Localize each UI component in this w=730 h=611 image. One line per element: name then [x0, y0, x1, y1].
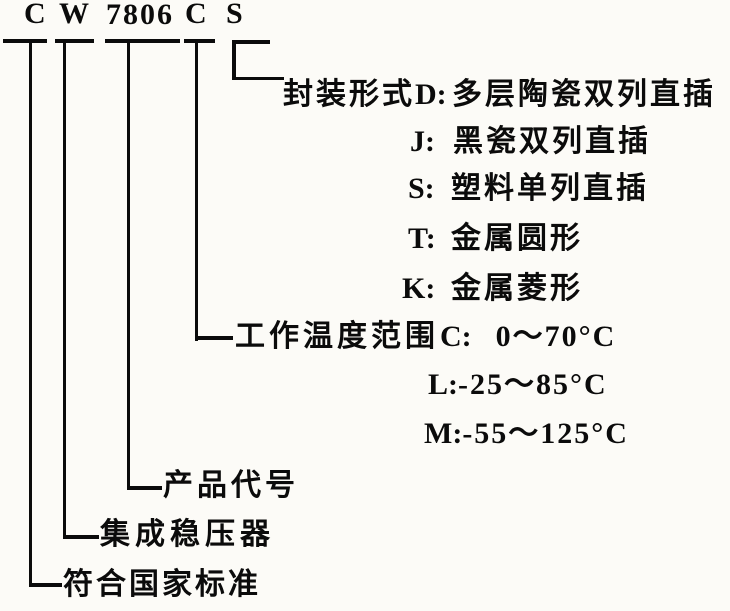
underline-package — [232, 40, 270, 44]
package-option-key: S: — [408, 172, 435, 205]
package-option-value: 多层陶瓷双列直插 — [452, 78, 716, 111]
underline-temp — [184, 39, 215, 43]
package-option-key: D: — [415, 78, 447, 111]
package-option-key: J: — [410, 125, 435, 158]
temperature-option-value: -55～125°C — [462, 417, 629, 450]
code-digits: 7806 — [106, 0, 174, 31]
callout-line-product — [127, 43, 130, 490]
connector-temperature — [195, 336, 233, 340]
underline-number — [105, 39, 180, 43]
package-option-row: 封装形式D: 多层陶瓷双列直插 — [283, 80, 716, 110]
code-letter-temp: C — [185, 0, 207, 30]
code-letter-package: S — [226, 0, 243, 30]
connector-standard — [29, 583, 62, 587]
package-option-key: K: — [402, 272, 436, 305]
package-option-row: T: 金属圆形 — [408, 224, 583, 254]
underline-standard — [3, 39, 47, 43]
temperature-option-key: L: — [428, 368, 458, 401]
temperature-option-key: C: — [440, 320, 472, 353]
regulator-label: 集成稳压器 — [100, 518, 275, 551]
package-option-key: T: — [408, 222, 436, 255]
temperature-option-row: 工作温度范围C: 0～70°C — [235, 322, 616, 352]
callout-line-standard — [29, 43, 32, 586]
underline-type — [55, 39, 94, 43]
temperature-option-row: M:-55～125°C — [424, 419, 629, 449]
package-option-row: J: 黑瓷双列直插 — [410, 127, 651, 157]
connector-product — [127, 486, 162, 490]
code-letter-type: W — [59, 0, 89, 30]
connector-package — [232, 77, 284, 80]
package-option-value: 黑瓷双列直插 — [453, 125, 651, 158]
temperature-option-value: 0～70°C — [495, 320, 617, 353]
connector-regulator — [63, 535, 99, 539]
package-option-row: K: 金属菱形 — [402, 274, 583, 304]
package-option-value: 金属圆形 — [451, 222, 583, 255]
callout-line-regulator — [63, 43, 66, 539]
temperature-option-row: L:-25～85°C — [428, 370, 608, 400]
standard-label: 符合国家标准 — [63, 568, 261, 601]
package-option-row: S: 塑料单列直插 — [408, 174, 649, 204]
temperature-option-key: M: — [424, 417, 463, 450]
code-letter-standard: C — [24, 0, 46, 30]
package-label: 封装形式 — [283, 78, 415, 111]
package-option-value: 塑料单列直插 — [451, 172, 649, 205]
temperature-option-value: -25～85°C — [458, 368, 608, 401]
product-code-label: 产品代号 — [163, 469, 299, 502]
callout-line-package — [232, 44, 236, 80]
package-option-value: 金属菱形 — [451, 272, 583, 305]
temperature-label: 工作温度范围 — [235, 320, 439, 353]
callout-line-temperature — [195, 43, 198, 341]
